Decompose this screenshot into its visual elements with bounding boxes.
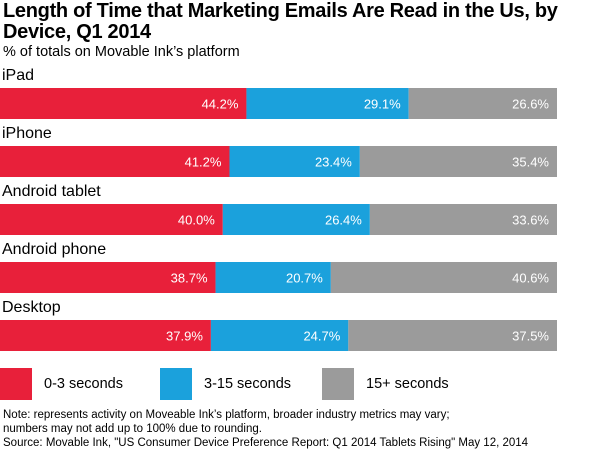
bar-android-tablet-15-seconds (369, 204, 557, 235)
chart-subtitle: % of totals on Movable Ink’s platform (3, 44, 240, 60)
data-label-iphone-3-15-seconds: 23.4% (315, 155, 352, 170)
data-label-android-tablet-15-seconds: 33.6% (512, 213, 549, 228)
bar-iphone-3-15-seconds (229, 146, 360, 177)
category-label-android-phone: Android phone (2, 241, 106, 258)
data-label-ipad-0-3-seconds: 44.2% (202, 97, 239, 112)
bar-ipad-0-3-seconds (0, 88, 247, 119)
data-label-iphone-15-seconds: 35.4% (512, 155, 549, 170)
note-line-1: Note: represents activity on Moveable In… (3, 409, 450, 421)
data-label-android-tablet-0-3-seconds: 40.0% (178, 213, 215, 228)
category-label-android-tablet: Android tablet (2, 183, 101, 200)
legend-label-0-3-seconds: 0-3 seconds (44, 376, 123, 392)
legend-swatch-15-plus-seconds (322, 368, 354, 400)
data-label-ipad-15-seconds: 26.6% (512, 97, 549, 112)
bar-iphone-0-3-seconds (0, 146, 230, 177)
bar-android-phone-3-15-seconds (215, 262, 331, 293)
bar-ipad-3-15-seconds (246, 88, 409, 119)
data-label-iphone-0-3-seconds: 41.2% (185, 155, 222, 170)
data-label-desktop-3-15-seconds: 24.7% (303, 329, 340, 344)
source-line: Source: Movable Ink, "US Consumer Device… (3, 437, 529, 449)
bar-iphone-15-seconds (359, 146, 557, 177)
category-label-desktop: Desktop (2, 299, 61, 316)
bar-android-tablet-3-15-seconds (222, 204, 370, 235)
legend-label-15-plus-seconds: 15+ seconds (366, 376, 449, 392)
data-label-ipad-3-15-seconds: 29.1% (364, 97, 401, 112)
data-label-desktop-15-seconds: 37.5% (512, 329, 549, 344)
chart-title: Length of Time that Marketing Emails Are… (3, 0, 558, 43)
legend-label-3-15-seconds: 3-15 seconds (204, 376, 292, 392)
category-label-iphone: iPhone (2, 125, 52, 142)
bar-android-tablet-0-3-seconds (0, 204, 223, 235)
bar-desktop-15-seconds (348, 320, 557, 351)
data-label-android-phone-3-15-seconds: 20.7% (286, 271, 323, 286)
legend-swatch-0-3-seconds (0, 368, 32, 400)
legend-swatch-3-15-seconds (160, 368, 192, 400)
stacked-bar-chart: iPad 44.2% 29.1% 26.6% iPhone 41.2% 23.4% 35.4%… (0, 67, 557, 351)
legend: 0-3 seconds 3-15 seconds 15+ seconds (0, 368, 589, 402)
bar-desktop-3-15-seconds (210, 320, 349, 351)
note-line-2: numbers may not add up to 100% due to ro… (3, 423, 262, 435)
bar-android-phone-15-seconds (330, 262, 557, 293)
bar-desktop-0-3-seconds (0, 320, 211, 351)
data-label-android-tablet-3-15-seconds: 26.4% (325, 213, 362, 228)
data-label-android-phone-0-3-seconds: 38.7% (171, 271, 208, 286)
bar-ipad-15-seconds (408, 88, 557, 119)
data-label-android-phone-15-seconds: 40.6% (512, 271, 549, 286)
footnote: Note: represents activity on Moveable In… (3, 408, 588, 450)
data-label-desktop-0-3-seconds: 37.9% (166, 329, 203, 344)
category-label-ipad: iPad (2, 67, 34, 84)
bar-android-phone-0-3-seconds (0, 262, 216, 293)
